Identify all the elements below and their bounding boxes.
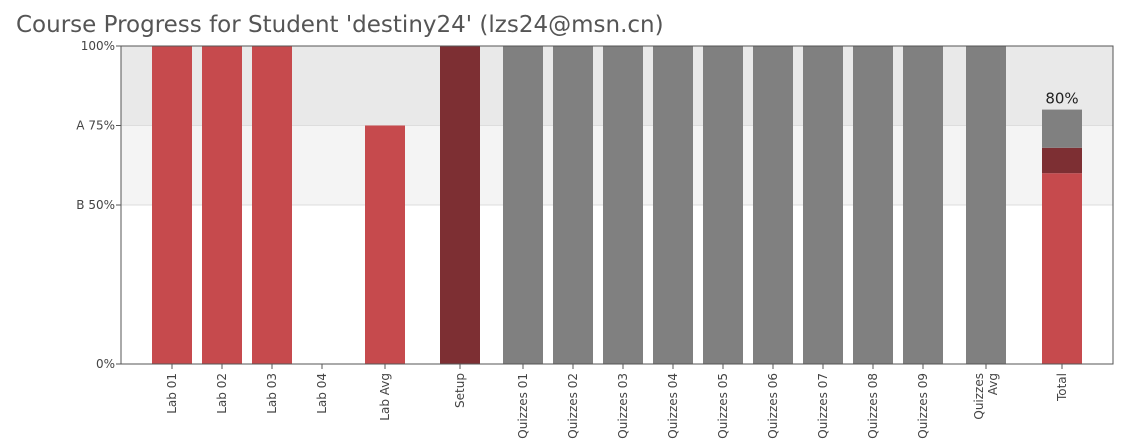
x-tick-label: Setup	[453, 373, 467, 408]
bar-quizzes-06	[753, 46, 793, 364]
x-tick-label: Quizzes 07	[816, 373, 830, 439]
bar-quizzes-avg	[966, 46, 1006, 364]
bar-quizzes-05	[703, 46, 743, 364]
x-tick-label: Lab Avg	[378, 373, 392, 421]
x-tick-label: Lab 01	[165, 373, 179, 414]
total-segment-quizzes	[1042, 109, 1082, 148]
x-tick-label: Quizzes 02	[566, 373, 580, 439]
x-tick-label: Lab 04	[315, 373, 329, 414]
total-value-label: 80%	[1045, 90, 1078, 108]
x-tick-label: Quizzes 03	[616, 373, 630, 439]
y-tick-label: A 75%	[76, 119, 115, 133]
y-tick-label: 0%	[96, 357, 115, 371]
y-tick-label: B 50%	[76, 198, 115, 212]
bar-quizzes-07	[803, 46, 843, 364]
bar-lab-avg	[365, 125, 405, 364]
bar-lab-01	[152, 46, 192, 364]
bar-quizzes-08	[853, 46, 893, 364]
bar-quizzes-04	[653, 46, 693, 364]
x-tick-label: Lab 03	[265, 373, 279, 414]
x-tick-label: Quizzes 01	[516, 373, 530, 439]
bar-quizzes-01	[503, 46, 543, 364]
bar-setup	[440, 46, 480, 364]
bar-quizzes-09	[903, 46, 943, 364]
bar-lab-03	[252, 46, 292, 364]
bar-quizzes-02	[553, 46, 593, 364]
y-tick-label: 100%	[81, 39, 115, 53]
x-tick-label: Total	[1055, 373, 1069, 402]
total-segment-lab	[1042, 173, 1082, 364]
total-segment-setup	[1042, 147, 1082, 174]
bar-lab-02	[202, 46, 242, 364]
x-tick-label: QuizzesAvg	[972, 373, 1000, 420]
x-tick-label: Quizzes 09	[916, 373, 930, 439]
x-tick-label: Quizzes 06	[766, 373, 780, 439]
x-tick-label: Quizzes 08	[866, 373, 880, 439]
x-tick-label: Lab 02	[215, 373, 229, 414]
bar-quizzes-03	[603, 46, 643, 364]
x-tick-label: Quizzes 04	[666, 373, 680, 439]
x-tick-label: Quizzes 05	[716, 373, 730, 439]
chart-title: Course Progress for Student 'destiny24' …	[16, 12, 664, 38]
